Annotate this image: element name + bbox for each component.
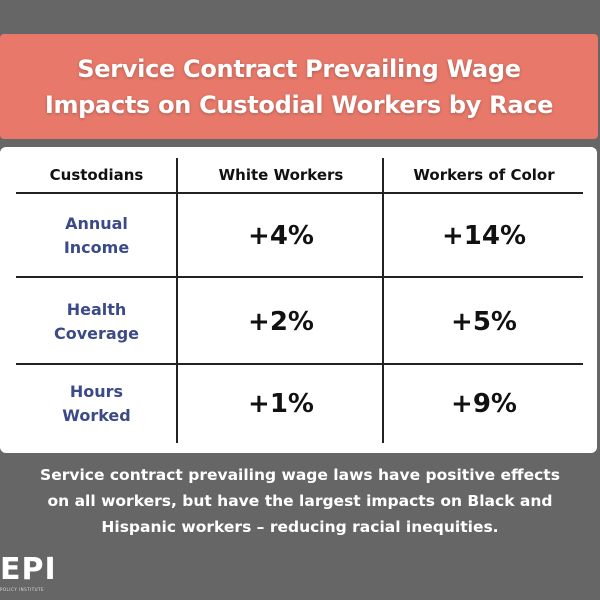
caption-line: Service contract prevailing wage laws ha… <box>40 466 560 484</box>
row-label-line: Income <box>63 238 130 257</box>
value-color-hours: +9% <box>451 389 517 419</box>
footer-caption: Service contract prevailing wage laws ha… <box>0 462 600 540</box>
caption-line: on all workers, but have the largest imp… <box>47 492 553 510</box>
row-label-health-coverage: Health Coverage <box>16 278 177 365</box>
row-label-line: Health <box>66 299 127 319</box>
divider <box>382 158 384 443</box>
header-custodians: Custodians <box>49 166 144 184</box>
row-label-line: Annual <box>65 214 128 233</box>
value-color-health: +5% <box>451 306 517 337</box>
impact-table: Custodians White Workers Workers of Colo… <box>0 147 597 453</box>
row-label-line: Worked <box>62 406 131 425</box>
epi-logo: EPI <box>0 552 57 587</box>
divider <box>16 363 583 365</box>
title-line-1: Service Contract Prevailing Wage <box>77 54 521 83</box>
value-color-income: +14% <box>441 221 527 251</box>
header-workers-of-color: Workers of Color <box>413 166 555 184</box>
divider <box>176 158 178 443</box>
epi-logo-subtitle: POLICY INSTITUTE <box>0 587 45 592</box>
row-label-line: Hours <box>69 382 124 401</box>
header-white-workers: White Workers <box>218 166 344 184</box>
row-label-hours-worked: Hours Worked <box>16 365 177 443</box>
divider <box>16 276 583 278</box>
row-label-annual-income: Annual Income <box>16 194 177 278</box>
row-label-line: Coverage <box>53 323 139 343</box>
value-white-hours: +1% <box>248 389 314 419</box>
caption-line: Hispanic workers – reducing racial inequ… <box>101 518 499 536</box>
value-white-health: +2% <box>248 306 314 337</box>
divider <box>16 192 583 194</box>
title-banner: Service Contract Prevailing Wage Impacts… <box>0 34 598 139</box>
value-white-income: +4% <box>248 221 314 251</box>
title-line-2: Impacts on Custodial Workers by Race <box>44 90 554 119</box>
